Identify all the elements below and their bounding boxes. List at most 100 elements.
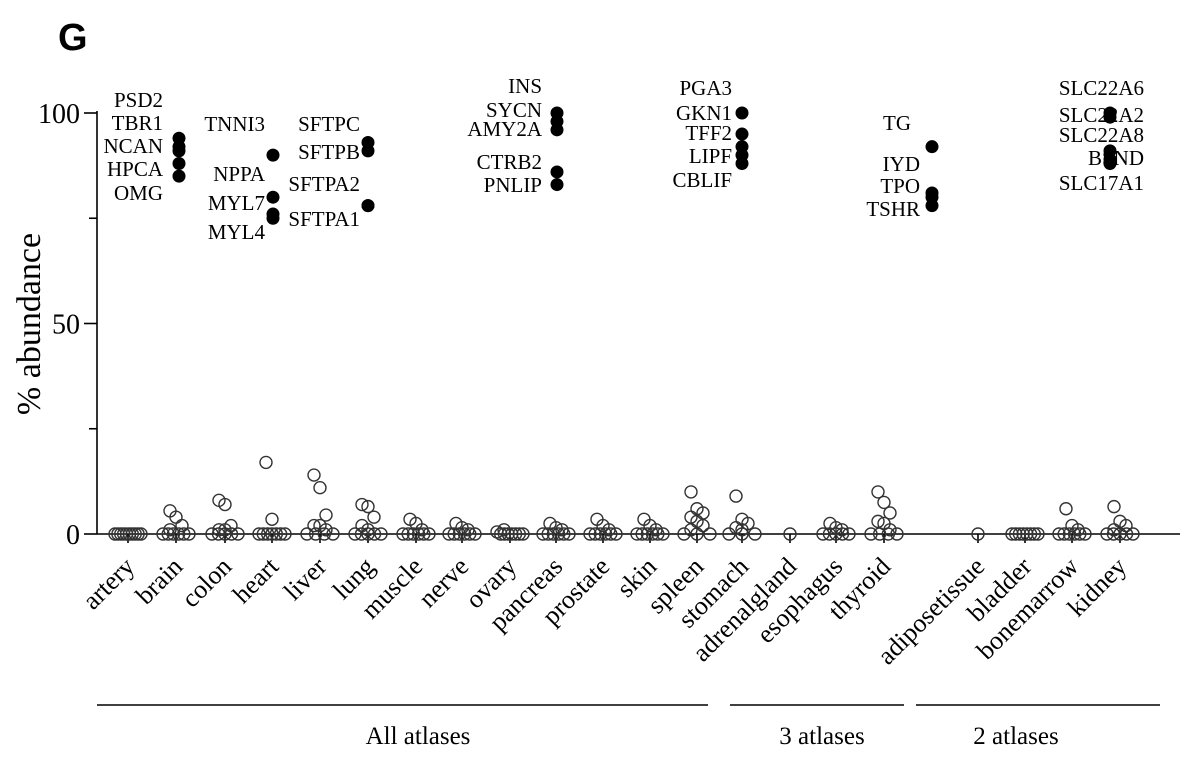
data-point-open	[1107, 499, 1121, 514]
data-point-open	[252, 527, 266, 541]
data-point-open	[156, 527, 170, 541]
group-brackets: All atlases 3 atlases 2 atlases	[97, 704, 1160, 750]
data-point-filled	[361, 199, 375, 213]
data-point-open	[1126, 527, 1140, 541]
data-point-filled	[925, 199, 939, 213]
gene-label: SLC22A6	[1059, 76, 1144, 100]
data-point-filled	[1103, 110, 1117, 124]
group-label: 3 atlases	[779, 723, 864, 750]
data-point-filled	[361, 144, 375, 158]
data-point-open	[1057, 527, 1071, 541]
gene-label: PNLIP	[484, 173, 542, 197]
data-point-open	[593, 527, 608, 541]
data-point-open	[562, 527, 576, 541]
data-point-open	[598, 527, 613, 541]
data-point-open	[871, 485, 885, 499]
data-point-open	[842, 527, 856, 541]
data-point-open	[1031, 527, 1045, 541]
data-point-filled	[550, 123, 564, 137]
gene-label: LIPF	[689, 144, 732, 168]
data-point-open	[1062, 527, 1077, 541]
data-point-open	[468, 527, 482, 541]
data-point-open	[177, 527, 191, 541]
data-point-open	[501, 527, 515, 541]
data-point-open	[406, 527, 421, 541]
data-point-filled	[172, 157, 186, 171]
data-point-open	[163, 523, 177, 537]
data-point-open	[265, 512, 279, 526]
gene-label: CTRB2	[477, 150, 542, 174]
data-point-open	[649, 523, 663, 537]
data-point-open	[313, 480, 327, 495]
data-point-open	[411, 527, 426, 541]
x-tick-label: brain	[130, 552, 188, 610]
data-point-open	[367, 527, 382, 541]
data-point-open	[256, 527, 271, 541]
gene-label: IYD	[883, 152, 920, 176]
data-point-open	[1071, 523, 1085, 537]
data-point-filled	[266, 148, 280, 162]
gene-label: SLC17A1	[1059, 171, 1144, 195]
gene-label: GKN1	[676, 101, 732, 125]
data-point-open	[1012, 527, 1027, 541]
data-point-open	[1005, 527, 1019, 541]
gene-label: SFTPA1	[288, 207, 360, 231]
data-point-open	[396, 527, 410, 541]
y-tick-label: 50	[52, 310, 80, 341]
data-point-open	[551, 527, 566, 541]
y-tick-label: 0	[66, 520, 80, 551]
data-point-open	[588, 527, 602, 541]
data-point-open	[703, 527, 717, 541]
gene-label: TNNI3	[204, 112, 265, 136]
data-point-open	[212, 523, 226, 537]
data-point-open	[455, 520, 469, 535]
data-point-open	[224, 527, 239, 541]
data-point-open	[300, 527, 314, 541]
data-point-open	[166, 527, 181, 541]
gene-label: TBR1	[112, 111, 163, 135]
data-point-open	[645, 527, 660, 541]
data-point-open	[361, 523, 375, 537]
data-point-open	[494, 527, 508, 541]
data-point-open	[1067, 527, 1082, 541]
data-point-open	[415, 523, 429, 537]
axes: 0 50 100	[38, 99, 1180, 551]
data-point-filled	[735, 127, 749, 141]
group-label: All atlases	[366, 723, 471, 750]
data-point-open	[497, 523, 511, 537]
data-point-open	[1009, 527, 1023, 541]
data-point-filled	[172, 144, 186, 158]
data-point-open	[1106, 527, 1121, 541]
data-point-open	[1059, 502, 1073, 516]
data-point-filled	[925, 140, 939, 154]
gene-label: TPO	[880, 174, 920, 198]
gene-label: SLC22A8	[1059, 123, 1144, 147]
data-point-open	[549, 520, 563, 535]
data-point-open	[1016, 527, 1030, 541]
data-point-open	[265, 527, 279, 541]
data-point-open	[260, 527, 275, 541]
data-point-open	[684, 485, 698, 499]
gene-label: TFF2	[685, 121, 732, 145]
gene-label: NPPA	[213, 162, 266, 186]
gene-label: PSD2	[114, 88, 163, 112]
data-point-open	[354, 527, 369, 541]
data-point-open	[696, 518, 710, 533]
data-point-open	[355, 497, 369, 512]
data-point-open	[640, 527, 655, 541]
y-tick-label: 100	[38, 99, 80, 130]
data-point-open	[497, 527, 512, 541]
data-point-open	[1107, 523, 1121, 537]
data-point-open	[1027, 527, 1041, 541]
data-point-open	[1020, 527, 1034, 541]
data-point-filled	[735, 106, 749, 120]
data-point-open	[883, 506, 897, 520]
data-point-open	[1100, 527, 1114, 541]
data-point-open	[422, 527, 436, 541]
data-point-open	[319, 508, 333, 522]
data-point-filled	[266, 211, 280, 225]
data-point-open	[457, 527, 472, 541]
data-point-open	[516, 527, 530, 541]
data-point-open	[1052, 527, 1066, 541]
data-point-open	[829, 520, 843, 535]
